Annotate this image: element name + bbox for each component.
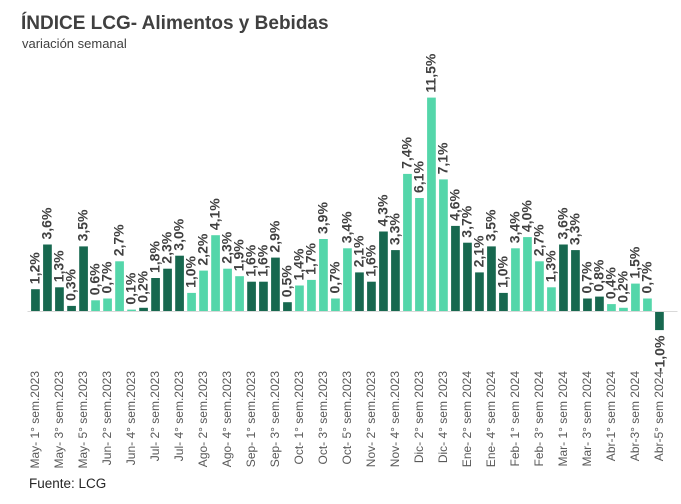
svg-text:3,4%: 3,4% [507, 211, 523, 243]
svg-text:Feb- 1° sem 2024: Feb- 1° sem 2024 [508, 371, 522, 467]
svg-text:1,2%: 1,2% [27, 252, 43, 284]
svg-text:Ene- 2° sem 2024: Ene- 2° sem 2024 [460, 371, 474, 468]
svg-text:Oct- 5° sem.2023: Oct- 5° sem.2023 [340, 371, 354, 465]
svg-text:0,8%: 0,8% [591, 259, 607, 291]
svg-text:3,3%: 3,3% [387, 213, 403, 245]
svg-text:Ago- 2° sem.2023: Ago- 2° sem.2023 [196, 371, 210, 468]
svg-text:-1,0%: -1,0% [652, 335, 668, 372]
svg-text:3,5%: 3,5% [483, 209, 499, 241]
svg-text:2,7%: 2,7% [111, 224, 127, 256]
svg-text:1,9%: 1,9% [231, 239, 247, 271]
svg-text:7,4%: 7,4% [399, 136, 415, 168]
svg-text:Ago- 4° sem.2023: Ago- 4° sem.2023 [220, 371, 234, 468]
svg-text:0,6%: 0,6% [87, 263, 103, 295]
svg-text:6,1%: 6,1% [411, 161, 427, 193]
svg-text:Oct- 3° sem.2023: Oct- 3° sem.2023 [316, 371, 330, 465]
svg-text:2,2%: 2,2% [195, 233, 211, 265]
svg-text:3,5%: 3,5% [75, 209, 91, 241]
svg-text:1,3%: 1,3% [51, 250, 67, 282]
svg-text:3,9%: 3,9% [315, 202, 331, 234]
svg-text:1,8%: 1,8% [147, 241, 163, 273]
svg-text:3,3%: 3,3% [567, 213, 583, 245]
svg-text:Sep- 1° sem.2023: Sep- 1° sem.2023 [244, 371, 258, 468]
svg-text:0,5%: 0,5% [279, 265, 295, 297]
svg-text:0,1%: 0,1% [123, 272, 139, 304]
svg-text:variación semanal: variación semanal [22, 36, 127, 51]
svg-text:Ene- 4° sem 2024: Ene- 4° sem 2024 [484, 371, 498, 468]
svg-text:0,3%: 0,3% [63, 268, 79, 300]
svg-text:3,0%: 3,0% [171, 218, 187, 250]
svg-text:1,0%: 1,0% [183, 255, 199, 287]
svg-text:2,3%: 2,3% [159, 231, 175, 263]
svg-text:May- 1° sem.2023: May- 1° sem.2023 [28, 371, 42, 469]
svg-text:2,9%: 2,9% [267, 220, 283, 252]
svg-text:May- 3° sem.2023: May- 3° sem.2023 [52, 371, 66, 469]
svg-text:Jul- 2° sem.2023: Jul- 2° sem.2023 [148, 371, 162, 462]
svg-text:Abr-5° sem 2024: Abr-5° sem 2024 [652, 371, 666, 462]
svg-text:Nov- 4° sem.2023: Nov- 4° sem.2023 [388, 371, 402, 468]
svg-text:1,5%: 1,5% [627, 246, 643, 278]
svg-text:4,3%: 4,3% [375, 194, 391, 226]
svg-text:Jun- 4° sem.2023: Jun- 4° sem.2023 [124, 371, 138, 466]
svg-text:Abr-1° sem 2024: Abr-1° sem 2024 [604, 371, 618, 462]
svg-text:0,7%: 0,7% [639, 261, 655, 293]
svg-text:1,6%: 1,6% [243, 244, 259, 276]
svg-text:Sep- 3° sem.2023: Sep- 3° sem.2023 [268, 371, 282, 468]
svg-text:Oct- 1° sem.2023: Oct- 1° sem.2023 [292, 371, 306, 465]
svg-text:May- 5° sem.2023: May- 5° sem.2023 [76, 371, 90, 469]
svg-text:Jun- 2° sem.2023: Jun- 2° sem.2023 [100, 371, 114, 466]
svg-text:ÍNDICE LCG- Alimentos y Bebida: ÍNDICE LCG- Alimentos y Bebidas [21, 12, 329, 34]
svg-text:Fuente: LCG: Fuente: LCG [29, 476, 106, 491]
svg-text:2,3%: 2,3% [219, 231, 235, 263]
svg-text:11,5%: 11,5% [423, 53, 439, 92]
svg-text:0,4%: 0,4% [603, 267, 619, 299]
svg-text:0,7%: 0,7% [99, 261, 115, 293]
svg-text:Mar- 1° sem 2024: Mar- 1° sem 2024 [556, 371, 570, 467]
svg-text:1,6%: 1,6% [255, 244, 271, 276]
svg-text:Jul- 4° sem.2023: Jul- 4° sem.2023 [172, 371, 186, 462]
svg-text:4,6%: 4,6% [447, 188, 463, 220]
svg-text:4,1%: 4,1% [207, 198, 223, 230]
svg-text:3,7%: 3,7% [459, 205, 475, 237]
svg-text:Dic- 2° sem 2023: Dic- 2° sem 2023 [412, 371, 426, 463]
svg-text:1,7%: 1,7% [303, 242, 319, 274]
svg-text:1,6%: 1,6% [363, 244, 379, 276]
svg-text:Dic- 4° sem 2023: Dic- 4° sem 2023 [436, 371, 450, 463]
svg-text:1,0%: 1,0% [495, 255, 511, 287]
svg-text:0,7%: 0,7% [579, 261, 595, 293]
svg-text:Nov- 2° sem.2023: Nov- 2° sem.2023 [364, 371, 378, 468]
svg-text:Abr-3° sem 2024: Abr-3° sem 2024 [628, 371, 642, 462]
svg-text:0,2%: 0,2% [135, 270, 151, 302]
svg-text:1,3%: 1,3% [543, 250, 559, 282]
svg-text:3,6%: 3,6% [39, 207, 55, 239]
svg-text:1,4%: 1,4% [291, 248, 307, 280]
svg-text:2,1%: 2,1% [471, 235, 487, 267]
svg-text:7,1%: 7,1% [435, 142, 451, 174]
svg-text:0,7%: 0,7% [327, 261, 343, 293]
svg-text:Feb- 3° sem 2024: Feb- 3° sem 2024 [532, 371, 546, 467]
svg-text:3,6%: 3,6% [555, 207, 571, 239]
svg-text:4,0%: 4,0% [519, 200, 535, 232]
svg-text:3,4%: 3,4% [339, 211, 355, 243]
svg-text:0,2%: 0,2% [615, 270, 631, 302]
svg-text:Mar- 3° sem 2024: Mar- 3° sem 2024 [580, 371, 594, 467]
svg-text:2,1%: 2,1% [351, 235, 367, 267]
svg-text:2,7%: 2,7% [531, 224, 547, 256]
